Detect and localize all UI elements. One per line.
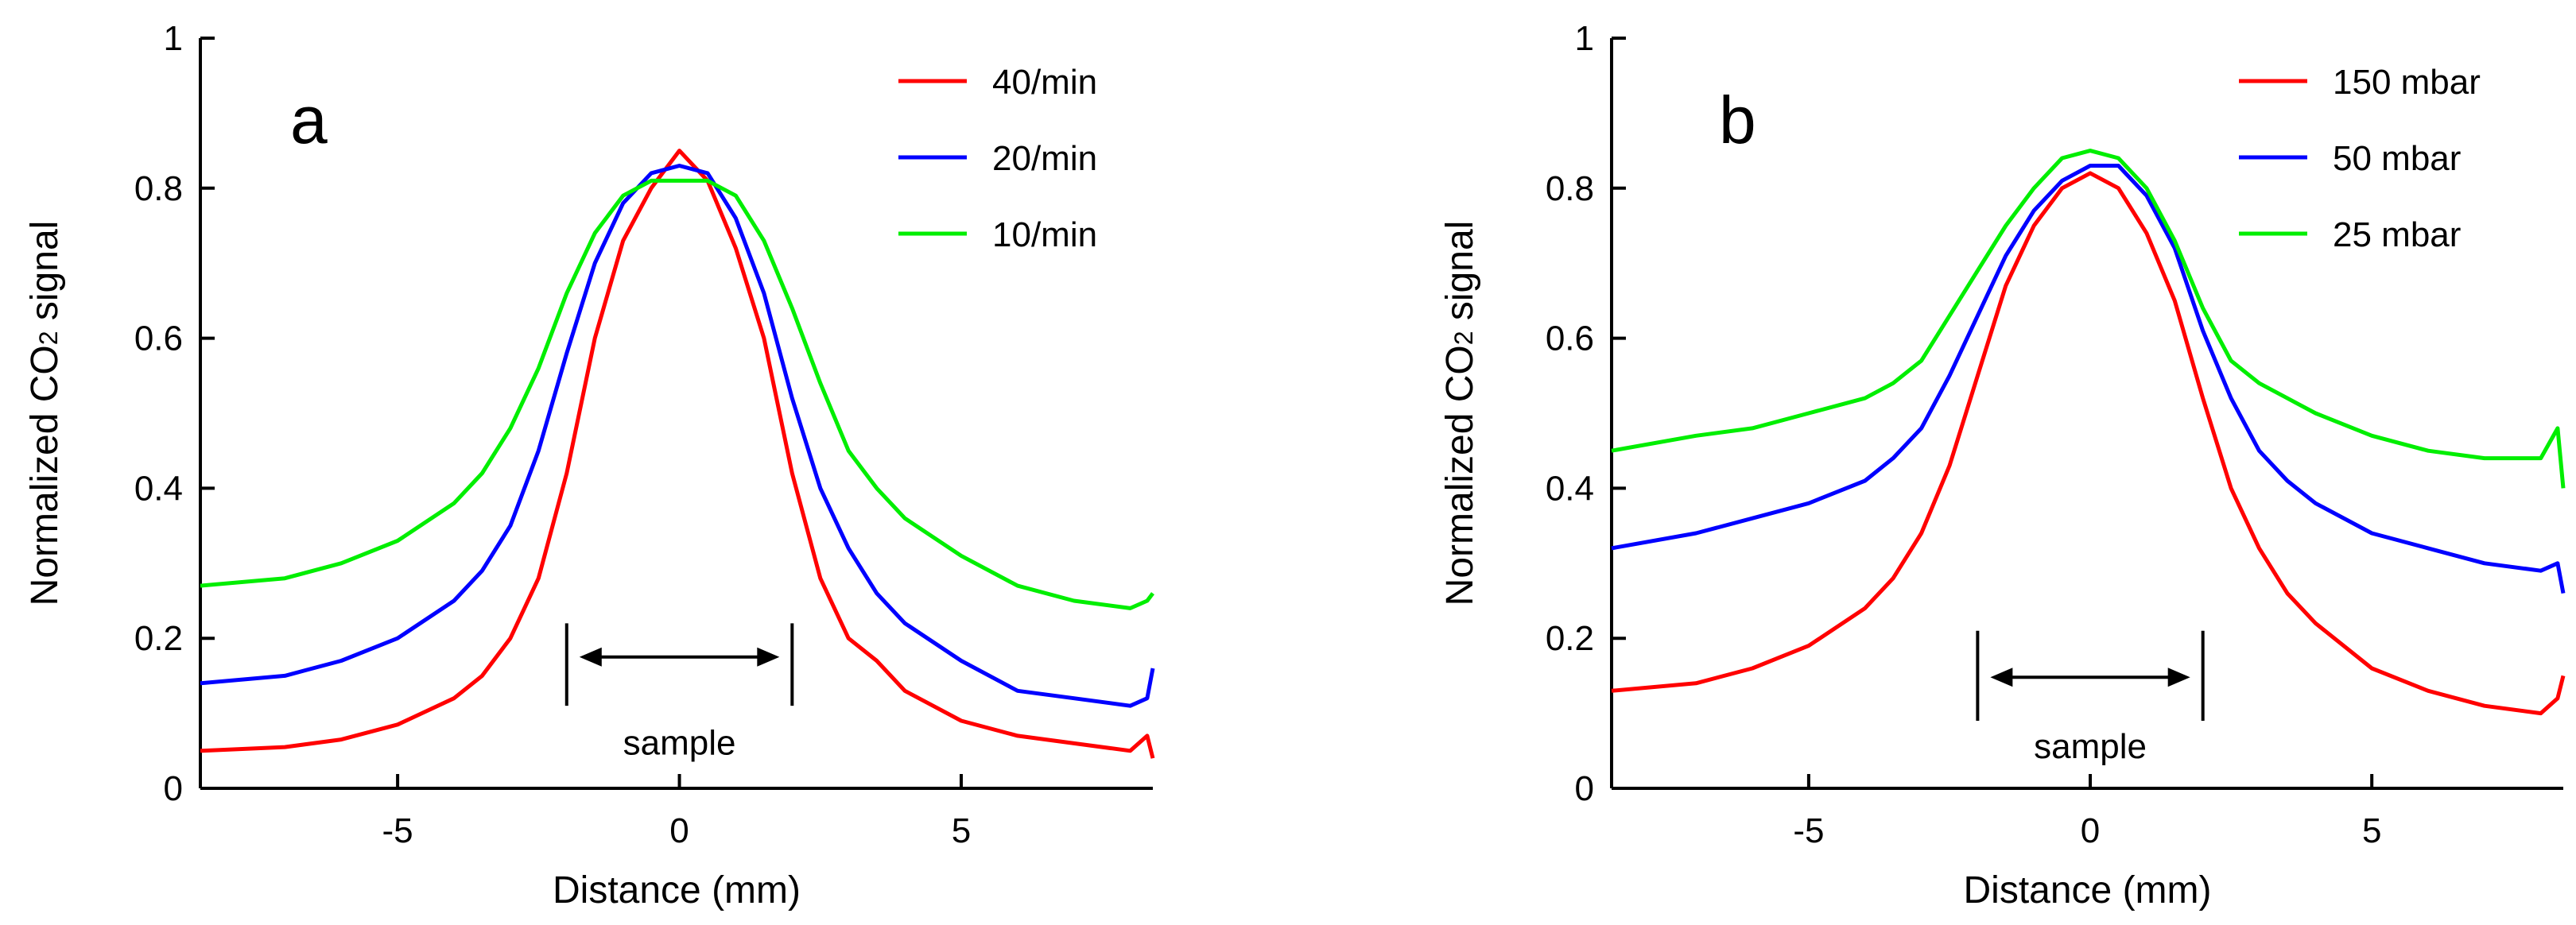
- y-tick-label: 0.8: [134, 169, 183, 208]
- series-line-50-mbar: [1611, 164, 2566, 594]
- x-tick-label: 0: [669, 811, 689, 850]
- series-line-10-min: [200, 178, 1154, 610]
- panel-letter-a: a: [290, 83, 328, 157]
- x-tick-label: 5: [952, 811, 971, 850]
- y-tick-label: 1: [164, 19, 183, 58]
- legend-label: 20/min: [992, 139, 1097, 178]
- y-axis-title: Normalized CO2 signal: [24, 221, 66, 606]
- legend-label: 40/min: [992, 63, 1097, 102]
- series-line-25-mbar: [1611, 149, 2566, 489]
- panel-a: 0 0.2 0.4 0.6 0.8 1 -5 0 5 Distance (mm) Normalize…: [24, 19, 1155, 911]
- x-tick-label: 5: [2362, 811, 2381, 850]
- panel-b: 0 0.2 0.4 0.6 0.8 1 -5 0 5 Distance (mm) Normalize…: [1439, 19, 2566, 911]
- y-tick-label: 0.4: [1546, 469, 1594, 508]
- sample-label: sample: [2034, 727, 2147, 766]
- series-line-20-min: [200, 164, 1155, 708]
- sample-arrowhead-left: [1990, 668, 2013, 687]
- series-line-150-mbar: [1611, 171, 2566, 716]
- legend-label: 10/min: [992, 215, 1097, 254]
- panel-letter-b: b: [1719, 83, 1756, 157]
- x-tick-label: -5: [382, 811, 413, 850]
- x-axis-title: Distance (mm): [553, 869, 801, 911]
- legend-label: 150 mbar: [2333, 63, 2481, 102]
- y-tick-label: 0.2: [134, 619, 183, 658]
- y-axis-title-subscript: 2: [1449, 331, 1478, 345]
- legend-label: 50 mbar: [2333, 139, 2461, 178]
- sample-label: sample: [623, 723, 736, 762]
- x-tick-label: 0: [2081, 811, 2100, 850]
- y-axis-title-main: Normalized CO: [1439, 345, 1481, 606]
- y-tick-label: 0: [164, 769, 183, 808]
- y-tick-label: 0.6: [1546, 319, 1594, 358]
- sample-arrowhead-right: [757, 647, 780, 667]
- y-tick-label: 0.4: [134, 469, 183, 508]
- y-axis-title-subscript: 2: [34, 331, 63, 345]
- sample-arrowhead-right: [2167, 668, 2190, 687]
- y-tick-label: 0.2: [1546, 619, 1594, 658]
- y-tick-label: 1: [1575, 19, 1594, 58]
- y-tick-label: 0.8: [1546, 169, 1594, 208]
- x-axis-title: Distance (mm): [1963, 869, 2211, 911]
- y-axis-title: Normalized CO2 signal: [1439, 221, 1481, 606]
- y-axis-title-suffix: signal: [24, 221, 66, 331]
- y-tick-label: 0.6: [134, 319, 183, 358]
- y-axis-title-suffix: signal: [1439, 221, 1481, 331]
- sample-arrowhead-left: [579, 647, 602, 667]
- y-tick-label: 0: [1575, 769, 1594, 808]
- x-tick-label: -5: [1793, 811, 1824, 850]
- legend-label: 25 mbar: [2333, 215, 2461, 254]
- y-axis-title-main: Normalized CO: [24, 345, 66, 606]
